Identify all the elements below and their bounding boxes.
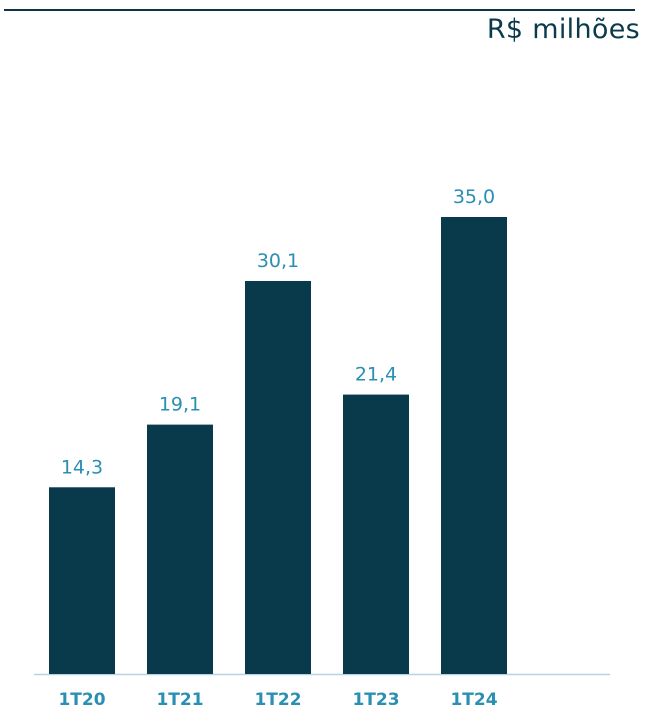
- bars-group: [49, 217, 507, 674]
- top-divider: [4, 9, 635, 11]
- category-label-1t21: 1T21: [156, 690, 203, 710]
- value-label-1t23: 21,4: [355, 364, 397, 386]
- value-label-1t22: 30,1: [257, 250, 299, 272]
- category-labels-group: 1T20 1T21 1T22 1T23 1T24: [58, 690, 497, 710]
- category-label-1t22: 1T22: [254, 690, 301, 710]
- bar-1t22: [245, 280, 311, 674]
- value-labels-group: 14,3 19,1 30,1 21,4 35,0: [61, 186, 495, 478]
- bar-1t21: [147, 424, 213, 674]
- unit-label: R$ milhões: [486, 14, 640, 45]
- value-label-1t20: 14,3: [61, 456, 103, 478]
- bar-1t24: [441, 217, 507, 674]
- value-label-1t24: 35,0: [453, 186, 495, 208]
- bar-1t23: [343, 394, 409, 674]
- category-label-1t20: 1T20: [58, 690, 105, 710]
- value-label-1t21: 19,1: [159, 394, 201, 416]
- category-label-1t23: 1T23: [352, 690, 399, 710]
- bar-1t20: [49, 487, 115, 674]
- category-label-1t24: 1T24: [450, 690, 497, 710]
